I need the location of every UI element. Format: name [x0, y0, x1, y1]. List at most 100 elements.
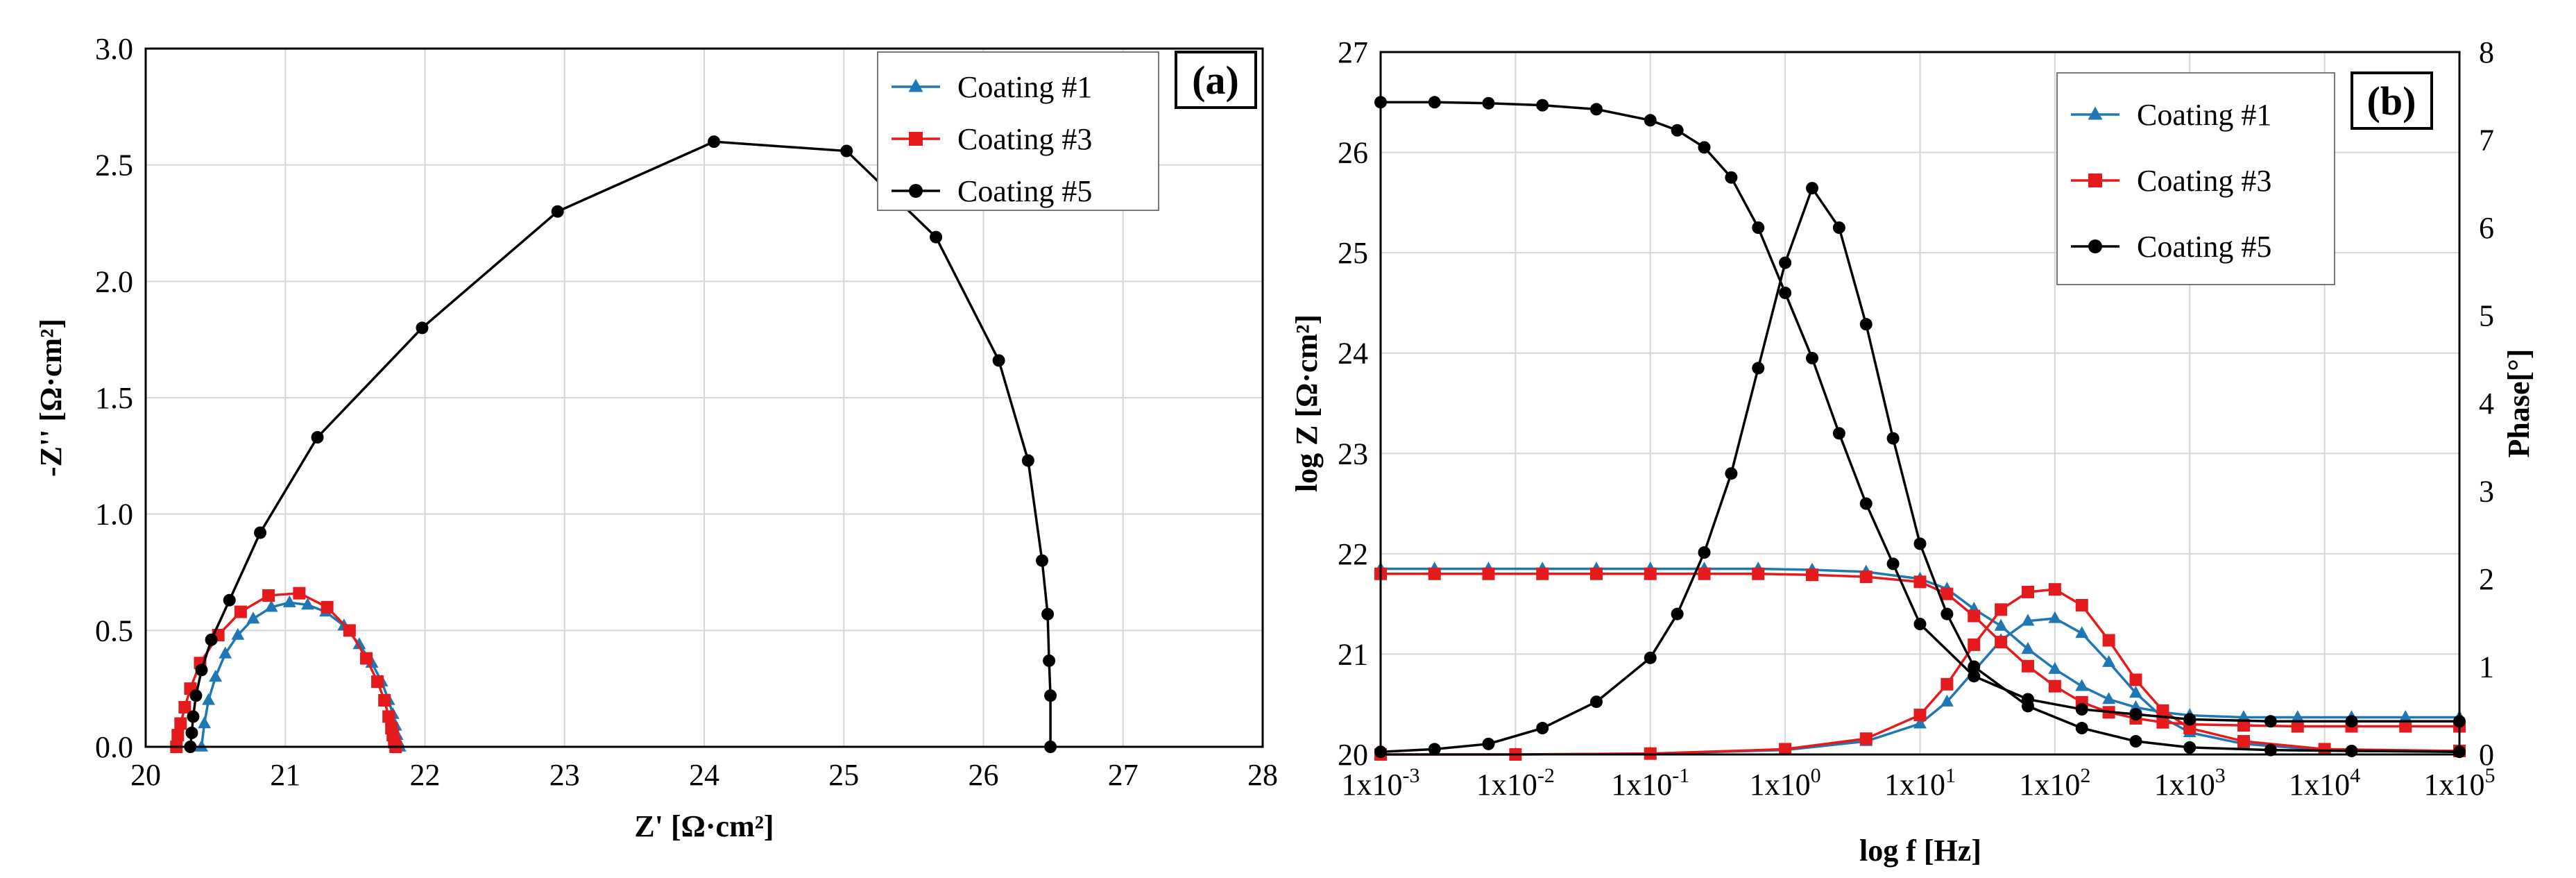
panel-b-data-point: [1779, 286, 1792, 299]
panel-a-x-tick-label: 23: [549, 758, 580, 792]
panel-b-data-point: [2183, 713, 2197, 726]
panel-a-y-tick-label: 2.0: [95, 264, 133, 298]
panel-b-data-point: [2022, 585, 2034, 598]
panel-b-data-point: [1698, 546, 1711, 559]
panel-a-data-point: [234, 605, 247, 618]
panel-b-x-axis-title: log f [Hz]: [1859, 834, 1981, 868]
panel-a-y-tick-label: 1.0: [95, 498, 133, 532]
panel-b-plot-frame: [1379, 51, 2461, 756]
panel-a-gridlines: [145, 48, 1263, 748]
panel-a-data-point: [708, 135, 721, 149]
panel-a-x-tick-label: 20: [130, 758, 161, 792]
panel-a-series: [170, 135, 1057, 753]
panel-b-label: (b): [2351, 71, 2433, 130]
panel-b-data-point: [2075, 702, 2088, 716]
panel-a-data-point: [1043, 654, 1056, 667]
panel-b-data-point: [2183, 741, 2197, 754]
panel-a-y-tick-label: 0.0: [95, 730, 133, 764]
panel-b-data-point: [1940, 694, 1954, 707]
panel-a-data-point: [264, 600, 278, 612]
panel-a-y-tick-labels: 0.0 0.5 1.0 1.5 2.0 2.5 3.0: [95, 32, 133, 764]
panel-a-series-coating-5: [184, 135, 1057, 753]
panel-a-series-coating-3: [170, 586, 402, 753]
panel-b-data-point: [1536, 722, 1549, 735]
panel-b-right-y-tick-label: 1: [2479, 650, 2494, 684]
panel-b-data-point: [1832, 221, 1845, 234]
panel-b-data-point: [1482, 567, 1495, 580]
panel-b-y-tick-labels: 20 21 22 23 24 25 26 27: [1338, 35, 1368, 772]
panel-a-data-point: [262, 589, 275, 602]
panel-b-data-point: [1994, 618, 2008, 631]
panel-a-data-point: [840, 144, 853, 158]
panel-a-y-axis-title: -Z'' [Ω·cm²]: [34, 319, 68, 477]
panel-b-data-point: [1859, 497, 1873, 510]
panel-a-data-point: [1041, 607, 1055, 620]
panel-b-label-box: [2351, 71, 2433, 130]
panel-b-data-point: [1644, 114, 1657, 127]
panel-b-data-point: [2264, 715, 2277, 728]
panel-b-series-coating-3-phase: [1374, 583, 2466, 761]
panel-a-x-tick-label: 22: [410, 758, 441, 792]
panel-b-data-point: [2075, 722, 2088, 735]
panel-b-data-point: [1779, 256, 1792, 269]
panel-a-data-point: [1021, 454, 1034, 467]
panel-b-x-tick-label: 1x10-1: [1611, 764, 1689, 802]
panel-b-data-point: [1913, 537, 1927, 550]
panel-a-data-point: [171, 729, 185, 742]
panel-b-data-point: [2102, 655, 2116, 667]
panel-b-data-point: [1886, 557, 1900, 571]
panel-b-x-tick-label: 1x10-2: [1476, 764, 1555, 802]
panel-b-right-y-axis-title: Phase[°]: [2502, 349, 2536, 458]
panel-b-data-point: [1482, 96, 1495, 110]
panel-b-data-point: [1968, 609, 1981, 623]
panel-b-right-y-tick-label: 8: [2479, 35, 2494, 69]
panel-b-data-point: [1536, 99, 1549, 112]
panel-b-x-tick-label: 1x100: [1750, 764, 1821, 802]
panel-b-data-point: [1482, 737, 1495, 750]
panel-b-data-point: [2183, 722, 2197, 735]
panel-b-data-point: [2345, 715, 2358, 728]
panel-b-data-point: [1886, 432, 1900, 445]
panel-a-data-point: [198, 716, 211, 729]
panel-a-data-point: [231, 627, 245, 640]
panel-a-data-point: [930, 230, 943, 244]
panel-a-data-point: [174, 717, 187, 730]
panel-a-data-point: [321, 600, 334, 614]
panel-b-data-point: [2048, 661, 2062, 674]
panel-b-data-point: [1806, 568, 1818, 582]
panel-b-series: [1374, 96, 2466, 761]
panel-b-data-point: [2156, 704, 2169, 717]
panel-b-legend-label: Coating #1: [2137, 98, 2271, 132]
panel-b-y-tick-label: 24: [1338, 337, 1368, 371]
panel-a-data-point: [416, 321, 429, 335]
panel-b-data-point: [2237, 719, 2250, 732]
panel-b-data-point: [2237, 735, 2250, 748]
panel-b-data-point: [1913, 575, 1927, 589]
panel-a-data-point: [202, 693, 216, 705]
panel-b-data-point: [1428, 743, 1441, 756]
panel-b-right-y-tick-label: 2: [2479, 562, 2494, 596]
panel-a-x-tick-label: 27: [1108, 758, 1138, 792]
panel-a-nyquist-plot: 20 21 22 23 24 25 26 27 28 0.0 0.5 1.0 1.5 2.0 2.5 3.0…: [34, 32, 1278, 843]
panel-b-y-tick-label: 21: [1338, 637, 1368, 671]
panel-b-y-tick-label: 25: [1338, 236, 1368, 270]
panel-b-right-y-tick-label: 6: [2479, 211, 2494, 245]
panel-b-data-point: [1913, 618, 1927, 631]
panel-b-data-point: [2129, 673, 2142, 686]
panel-b-legend-marker: [2088, 174, 2102, 187]
panel-b-data-point: [2291, 710, 2305, 723]
panel-a-data-point: [185, 726, 198, 739]
panel-b-data-point: [2021, 614, 2035, 626]
panel-b-data-point: [1832, 427, 1845, 440]
panel-a-label-box: [1175, 51, 1257, 109]
panel-b-data-point: [2291, 720, 2304, 733]
panel-b-data-point: [2129, 735, 2142, 748]
panel-b-y-tick-label: 22: [1338, 537, 1368, 571]
panel-b-x-tick-labels: 1x10-3 1x10-2 1x10-1 1x100 1x101 1x102 1x103 1x…: [1342, 764, 2496, 802]
panel-a-data-point: [343, 624, 356, 637]
panel-a-x-tick-label: 26: [969, 758, 999, 792]
panel-a-data-point: [1036, 554, 1049, 567]
panel-a-data-point: [189, 689, 203, 702]
panel-a-x-tick-label: 21: [270, 758, 300, 792]
panel-b-data-point: [2129, 686, 2142, 698]
